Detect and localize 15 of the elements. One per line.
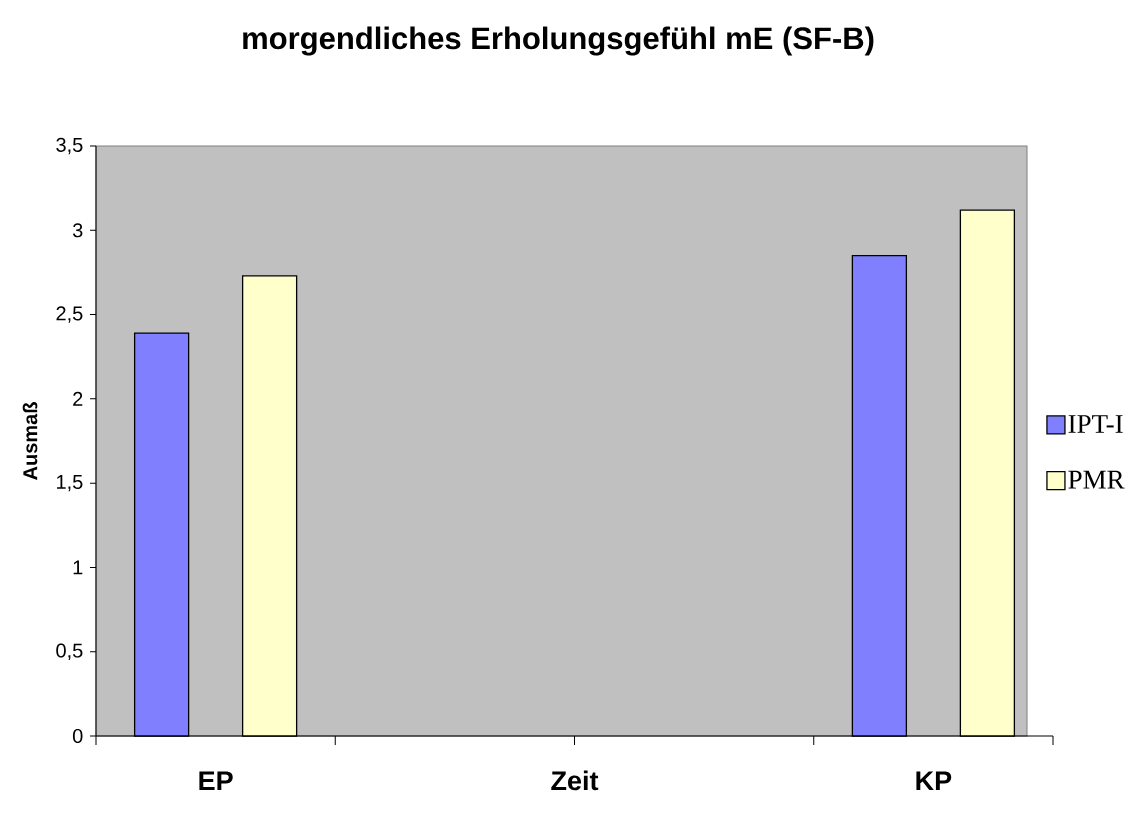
y-tick-label: 0 bbox=[72, 728, 83, 744]
y-tick-label: 0,5 bbox=[56, 643, 83, 660]
y-tick-label: 3 bbox=[72, 223, 83, 238]
legend-label: IPT-I bbox=[1068, 415, 1123, 433]
y-tick-label: 3,5 bbox=[56, 137, 83, 155]
x-tick-label: EP bbox=[199, 771, 233, 790]
x-axis-title: Zeit bbox=[551, 770, 599, 791]
y-axis-title: Ausmaß bbox=[22, 402, 38, 480]
legend-label: PMR bbox=[1068, 470, 1125, 489]
x-tick-label: KP bbox=[916, 771, 952, 790]
y-tick-label: 2,5 bbox=[56, 306, 83, 323]
y-tick-label: 1 bbox=[73, 560, 83, 575]
chart-title: morgendliches Erholungsgefühl mE (SF-B) bbox=[243, 26, 874, 56]
y-tick-label: 2 bbox=[73, 391, 83, 406]
y-tick-label: 1,5 bbox=[57, 474, 83, 492]
